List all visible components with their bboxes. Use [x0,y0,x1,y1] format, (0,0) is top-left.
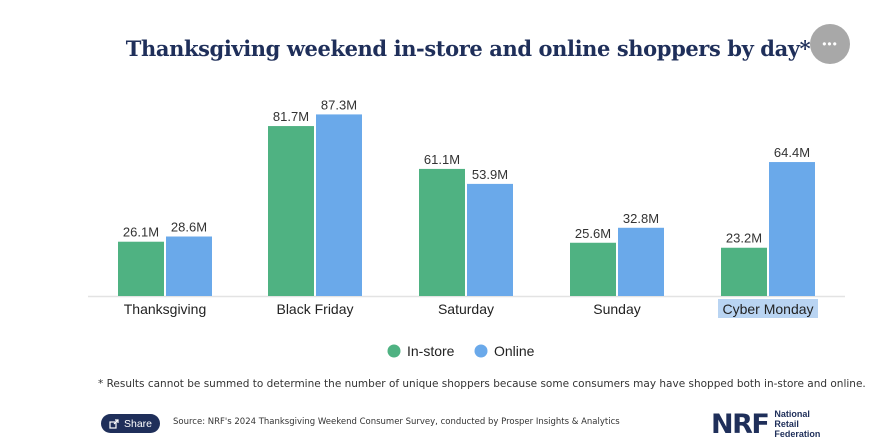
data-label: 28.6M [171,220,207,235]
bar-chart: 26.1M 28.6M Thanksgiving 81.7M 87.3M Black Fr… [88,97,845,359]
share-icon [109,418,119,429]
source-note: Source: NRF's 2024 Thanksgiving Weekend … [173,417,620,427]
logo-line-3: Federation [774,429,821,439]
share-button[interactable]: Share [101,414,160,433]
data-label: 87.3M [321,97,357,112]
category-highlight [718,299,818,318]
category-label: Black Friday [276,301,353,317]
logo-text: National Retail Federation [774,409,820,439]
logo-mark: NRF [711,408,770,440]
bar-in-store-cyber-monday[interactable] [721,247,767,296]
footnote: * Results cannot be summed to determine … [98,378,866,390]
data-label: 23.2M [726,231,762,246]
category-label: Thanksgiving [124,301,207,317]
bar-in-store-thanksgiving[interactable] [118,241,164,296]
nrf-logo: NRF National Retail Federation [711,409,820,439]
legend-label: Online [494,343,535,359]
bar-in-store-black-friday[interactable] [268,126,314,297]
chart-title: Thanksgiving weekend in-store and online… [125,36,811,61]
bar-online-cyber-monday[interactable] [769,162,815,296]
category-label: Sunday [593,301,640,317]
legend-label: In-store [407,343,455,359]
share-label: Share [123,417,153,430]
legend-swatch [387,344,401,358]
bar-online-sunday[interactable] [618,227,664,296]
data-label: 32.8M [623,211,659,226]
category-label: Saturday [438,301,494,317]
data-label: 81.7M [273,109,309,124]
bar-online-black-friday[interactable] [316,114,362,296]
more-options-button[interactable]: ••• [810,24,850,64]
data-label: 64.4M [774,145,810,160]
logo-line-1: National [774,409,810,419]
data-label: 61.1M [424,152,460,167]
bar-in-store-sunday[interactable] [570,242,616,296]
category-label: Cyber Monday [722,301,813,317]
bar-online-saturday[interactable] [467,183,513,296]
data-label: 53.9M [472,167,508,182]
logo-line-2: Retail [774,419,799,429]
data-label: 25.6M [575,226,611,241]
ellipsis-icon: ••• [822,37,838,51]
legend-swatch [474,344,488,358]
bar-in-store-saturday[interactable] [419,168,465,296]
data-label: 26.1M [123,225,159,240]
bar-online-thanksgiving[interactable] [166,236,212,296]
